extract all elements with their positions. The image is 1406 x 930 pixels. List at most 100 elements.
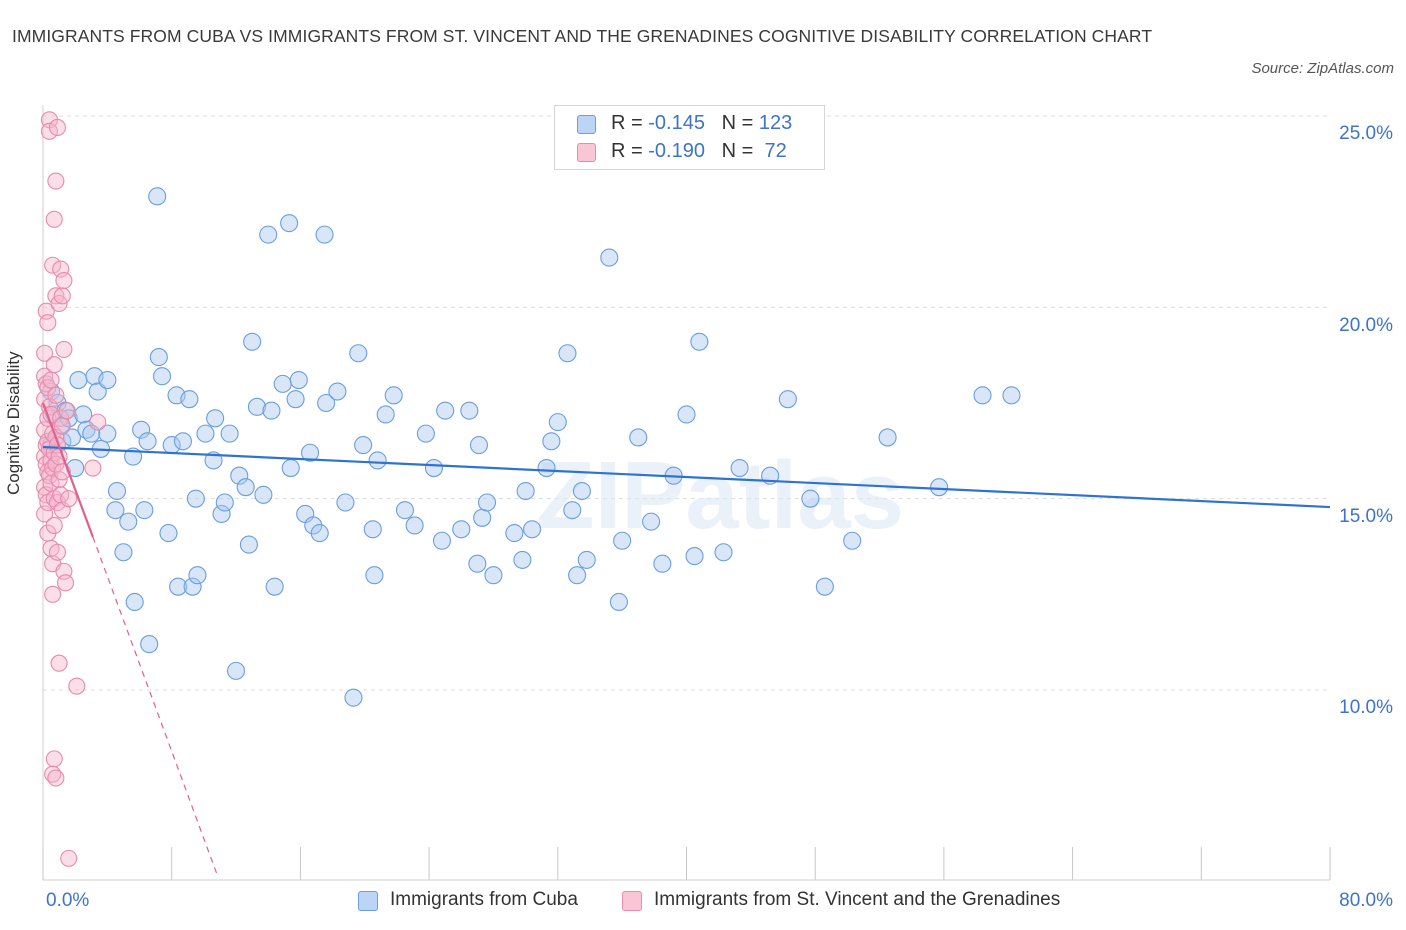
cuba-point xyxy=(815,577,834,596)
grid-lines xyxy=(43,115,1330,691)
cuba-point xyxy=(460,401,479,420)
cuba-point xyxy=(572,481,591,501)
legend-r-label: R = xyxy=(611,112,649,134)
y-tick-label-15: 15.0% xyxy=(1339,506,1393,527)
svg-point xyxy=(68,677,86,695)
cuba-point xyxy=(405,516,424,535)
cuba-point xyxy=(973,386,992,405)
y-tick-label-20: 20.0% xyxy=(1339,315,1393,336)
cuba-trend-line xyxy=(42,445,1331,509)
cuba-point xyxy=(690,332,709,351)
legend-swatch-svg xyxy=(577,143,596,162)
cuba-point xyxy=(436,401,455,420)
svg-point xyxy=(44,585,62,603)
cuba-point xyxy=(468,554,487,573)
cuba-point xyxy=(600,248,619,267)
cuba-point xyxy=(558,344,577,363)
cuba-point xyxy=(315,225,334,244)
cuba-point xyxy=(188,566,207,585)
cuba-point xyxy=(265,577,284,596)
svg-point xyxy=(56,574,75,592)
cuba-point xyxy=(328,382,347,401)
cuba-point xyxy=(609,592,628,612)
svg-point xyxy=(89,413,107,431)
cuba-point xyxy=(484,566,503,585)
svg-trend-line xyxy=(41,402,94,538)
cuba-point xyxy=(801,489,820,508)
cuba-point xyxy=(69,370,88,390)
svg-point xyxy=(45,516,63,535)
y-axis-label: Cognitive Disability xyxy=(4,351,23,495)
cuba-point xyxy=(548,413,567,432)
source-label: Source: ZipAtlas.com xyxy=(1251,60,1394,77)
cuba-point xyxy=(505,524,524,543)
svg-point xyxy=(53,287,71,305)
svg-point xyxy=(42,371,60,389)
cuba-point xyxy=(74,405,93,424)
cuba-point xyxy=(286,390,305,409)
cuba-point xyxy=(152,367,172,386)
cuba-point xyxy=(310,524,329,543)
y-tick-label-10: 10.0% xyxy=(1339,697,1393,718)
chart-title: IMMIGRANTS FROM CUBA VS IMMIGRANTS FROM … xyxy=(12,26,1153,46)
svg-point xyxy=(36,344,54,362)
cuba-point xyxy=(568,566,587,585)
legend-r-value: -0.190 xyxy=(648,140,705,162)
cuba-point xyxy=(513,550,532,569)
cuba-point xyxy=(384,386,403,405)
cuba-point xyxy=(642,512,661,531)
cuba-point xyxy=(159,524,178,543)
cuba-point xyxy=(289,370,308,390)
cuba-point xyxy=(138,432,157,451)
cuba-point xyxy=(432,531,452,550)
legend-r-value: -0.145 xyxy=(648,112,705,134)
svg-point xyxy=(48,543,67,561)
cuba-point xyxy=(301,443,320,462)
cuba-point xyxy=(259,225,278,244)
cuba-point xyxy=(149,348,168,367)
cuba-point xyxy=(368,451,387,470)
cuba-point xyxy=(677,405,696,424)
cuba-point xyxy=(1002,386,1021,405)
cuba-point xyxy=(336,493,355,512)
cuba-point xyxy=(878,428,897,447)
svg-points xyxy=(36,111,107,867)
legend-n-label: N = xyxy=(721,112,759,134)
cuba-point xyxy=(577,550,596,569)
cuba-point xyxy=(523,520,542,539)
cuba-point xyxy=(281,459,300,478)
cuba-point xyxy=(183,577,202,596)
cuba-point xyxy=(516,481,535,501)
cuba-point xyxy=(685,547,704,566)
svg-point xyxy=(47,769,65,787)
cuba-point xyxy=(119,512,138,531)
cuba-point xyxy=(273,374,292,393)
axes xyxy=(42,105,1331,881)
cuba-point xyxy=(653,554,672,573)
svg-point xyxy=(44,256,62,274)
cuba-point xyxy=(215,493,234,512)
cuba-point xyxy=(930,478,949,497)
cuba-point xyxy=(354,436,373,455)
cuba-point xyxy=(452,520,471,539)
cuba-point xyxy=(280,214,299,233)
svg-point xyxy=(47,386,65,404)
cuba-point xyxy=(239,535,258,554)
cuba-point xyxy=(236,478,255,497)
cuba-point xyxy=(98,424,117,443)
cuba-point xyxy=(135,501,154,520)
svg-point xyxy=(45,356,63,374)
svg-point xyxy=(45,210,63,228)
cuba-point xyxy=(114,543,133,562)
cuba-point xyxy=(206,409,225,428)
cuba-point xyxy=(125,592,144,612)
legend-n-value: 72 xyxy=(758,140,787,162)
svg-point xyxy=(58,402,76,420)
cuba-point xyxy=(98,370,117,390)
cuba-point xyxy=(424,459,443,478)
cuba-point xyxy=(778,390,797,409)
cuba-point xyxy=(613,531,632,550)
x-tick-label-min: 0.0% xyxy=(46,890,90,911)
cuba-point xyxy=(365,566,384,585)
